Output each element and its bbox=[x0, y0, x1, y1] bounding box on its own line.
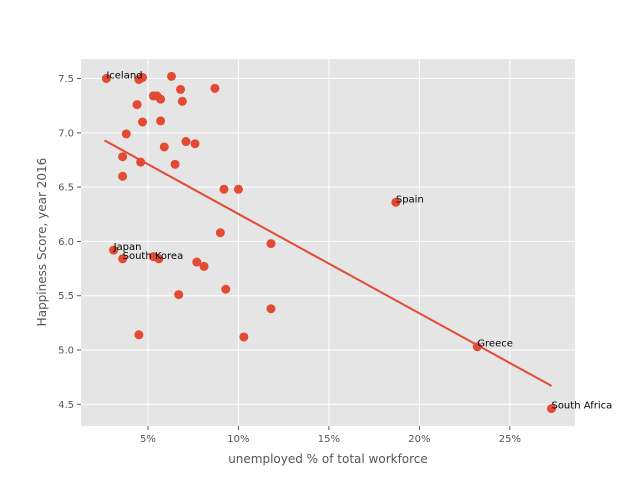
data-point bbox=[109, 245, 119, 255]
data-point bbox=[156, 116, 166, 126]
y-tick-label: 5.5 bbox=[58, 291, 74, 302]
data-point bbox=[118, 254, 128, 264]
data-point bbox=[177, 96, 187, 106]
data-point bbox=[134, 330, 144, 340]
data-point bbox=[391, 197, 401, 207]
data-point bbox=[192, 257, 202, 267]
data-point bbox=[118, 171, 128, 181]
data-points bbox=[101, 71, 556, 414]
data-point bbox=[154, 254, 164, 264]
point-annotation: Greece bbox=[477, 339, 513, 350]
data-point bbox=[215, 228, 225, 238]
y-tick-label: 7.5 bbox=[58, 74, 74, 85]
data-point bbox=[118, 152, 128, 162]
data-point bbox=[156, 94, 166, 104]
x-tick-label: 5% bbox=[140, 434, 156, 445]
x-axis-label: unemployed % of total workforce bbox=[228, 452, 428, 466]
x-tick-label: 20% bbox=[408, 434, 430, 445]
point-annotation: Spain bbox=[396, 194, 424, 205]
y-axis-label: Happiness Score, year 2016 bbox=[35, 158, 49, 327]
data-point bbox=[101, 74, 111, 84]
data-point bbox=[138, 72, 148, 82]
point-annotation: Japan bbox=[113, 242, 142, 253]
data-point bbox=[546, 404, 556, 414]
data-point bbox=[199, 261, 209, 271]
y-tick-label: 5.0 bbox=[58, 345, 74, 356]
data-point bbox=[138, 117, 148, 127]
y-tick-label: 6.0 bbox=[58, 237, 74, 248]
data-point bbox=[170, 159, 180, 169]
data-point bbox=[239, 332, 249, 342]
data-point bbox=[190, 139, 200, 149]
point-annotation: South Africa bbox=[551, 401, 612, 412]
y-axis-ticks: 4.5 5.0 5.5 6.0 6.5 7.0 7.5 bbox=[58, 74, 81, 411]
x-axis-ticks: 5% 10% 15% 20% 25% bbox=[140, 426, 521, 445]
point-annotation: Iceland bbox=[106, 71, 142, 82]
data-point bbox=[472, 342, 482, 352]
data-point bbox=[176, 84, 186, 94]
data-point bbox=[266, 304, 276, 314]
point-annotation: South Korea bbox=[123, 251, 184, 262]
grid-layer bbox=[81, 59, 575, 426]
y-tick-label: 4.5 bbox=[58, 400, 74, 411]
data-point bbox=[233, 184, 243, 194]
data-point bbox=[159, 142, 169, 152]
x-tick-label: 10% bbox=[227, 434, 249, 445]
data-point bbox=[121, 129, 131, 139]
x-tick-label: 15% bbox=[318, 434, 340, 445]
data-point bbox=[221, 284, 231, 294]
x-tick-label: 25% bbox=[499, 434, 521, 445]
plot-panel bbox=[81, 59, 575, 426]
data-point bbox=[136, 157, 146, 167]
y-tick-label: 6.5 bbox=[58, 183, 74, 194]
data-point bbox=[132, 100, 142, 110]
data-point bbox=[166, 71, 176, 81]
data-point bbox=[174, 290, 184, 300]
data-point bbox=[266, 239, 276, 249]
data-point bbox=[181, 137, 191, 147]
data-point bbox=[219, 184, 229, 194]
y-tick-label: 7.0 bbox=[58, 128, 74, 139]
data-point bbox=[210, 83, 220, 93]
